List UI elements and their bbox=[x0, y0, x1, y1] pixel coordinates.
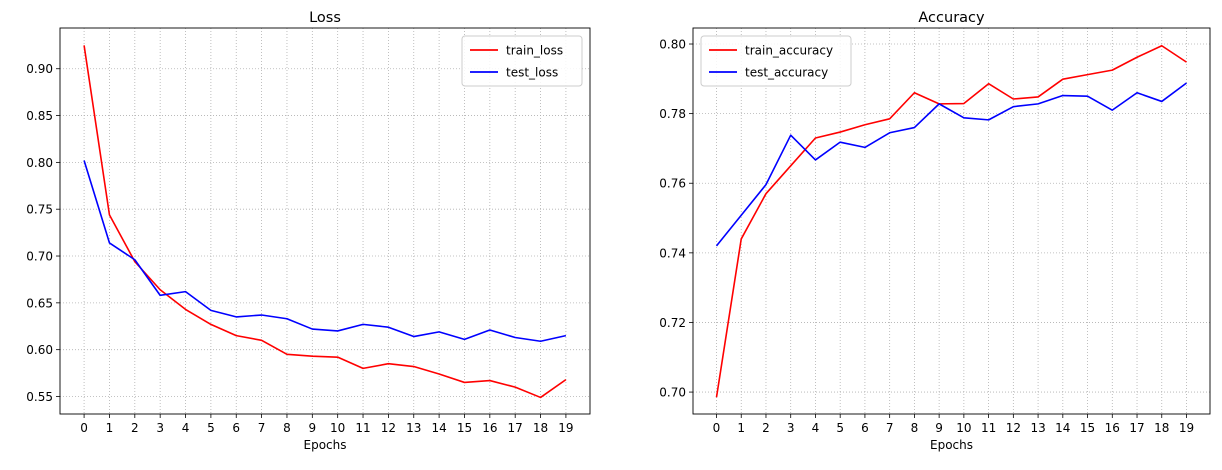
loss-x-tick-label: 16 bbox=[482, 421, 497, 435]
accuracy-x-axis-label: Epochs bbox=[930, 438, 973, 452]
accuracy-x-tick-label: 18 bbox=[1154, 421, 1169, 435]
loss-y-tick-label: 0.60 bbox=[26, 343, 53, 357]
accuracy-x-tick-label: 8 bbox=[911, 421, 919, 435]
accuracy-y-tick-label: 0.80 bbox=[659, 38, 686, 52]
accuracy-x-tick-label: 10 bbox=[956, 421, 971, 435]
loss-y-tick-label: 0.70 bbox=[26, 250, 53, 264]
loss-plot-frame bbox=[59, 27, 591, 415]
loss-legend-label-test-loss: test_loss bbox=[506, 66, 558, 80]
loss-x-tick-label: 8 bbox=[283, 421, 291, 435]
loss-x-tick-label: 12 bbox=[381, 421, 396, 435]
accuracy-x-tick-label: 3 bbox=[787, 421, 795, 435]
accuracy-y-tick-label: 0.70 bbox=[659, 386, 686, 400]
loss-x-tick-label: 15 bbox=[457, 421, 472, 435]
accuracy-legend-label-test-accuracy: test_accuracy bbox=[745, 66, 828, 80]
accuracy-y-tick-label: 0.76 bbox=[659, 177, 686, 191]
loss-x-tick-label: 1 bbox=[106, 421, 114, 435]
loss-x-tick-label: 14 bbox=[431, 421, 446, 435]
accuracy-x-tick-label: 9 bbox=[935, 421, 943, 435]
accuracy-x-tick-label: 14 bbox=[1055, 421, 1070, 435]
loss-y-tick-label: 0.85 bbox=[26, 109, 53, 123]
loss-y-tick-label: 0.80 bbox=[26, 156, 53, 170]
accuracy-x-tick-label: 16 bbox=[1105, 421, 1120, 435]
loss-x-tick-label: 2 bbox=[131, 421, 139, 435]
loss-x-tick-label: 5 bbox=[207, 421, 215, 435]
accuracy-y-tick-label: 0.72 bbox=[659, 316, 686, 330]
accuracy-x-tick-label: 13 bbox=[1030, 421, 1045, 435]
accuracy-x-tick-label: 19 bbox=[1179, 421, 1194, 435]
loss-series-test-loss-line bbox=[83, 160, 567, 343]
accuracy-y-tick-label: 0.78 bbox=[659, 107, 686, 121]
loss-x-tick-label: 11 bbox=[355, 421, 370, 435]
accuracy-x-tick-label: 12 bbox=[1006, 421, 1021, 435]
loss-x-tick-label: 6 bbox=[232, 421, 240, 435]
loss-legend: train_loss test_loss bbox=[461, 35, 583, 87]
loss-x-tick-label: 13 bbox=[406, 421, 421, 435]
accuracy-x-tick-label: 4 bbox=[812, 421, 820, 435]
loss-chart-title: Loss bbox=[309, 10, 341, 26]
accuracy-x-tick-label: 0 bbox=[713, 421, 721, 435]
accuracy-x-tick-label: 6 bbox=[861, 421, 869, 435]
accuracy-legend-label-train-accuracy: train_accuracy bbox=[745, 44, 833, 58]
accuracy-plot-frame bbox=[692, 27, 1211, 415]
accuracy-legend-box bbox=[700, 35, 852, 87]
accuracy-x-tick-label: 1 bbox=[737, 421, 745, 435]
loss-x-tick-label: 19 bbox=[558, 421, 573, 435]
loss-x-tick-label: 9 bbox=[309, 421, 317, 435]
loss-y-tick-label: 0.65 bbox=[26, 296, 53, 310]
accuracy-x-tick-label: 17 bbox=[1129, 421, 1144, 435]
accuracy-series-train-accuracy-line bbox=[715, 44, 1187, 398]
loss-series-train-loss-line bbox=[83, 45, 567, 399]
loss-y-tick-label: 0.75 bbox=[26, 203, 53, 217]
loss-x-tick-label: 10 bbox=[330, 421, 345, 435]
accuracy-x-tick-label: 2 bbox=[762, 421, 770, 435]
loss-legend-label-train-loss: train_loss bbox=[506, 44, 563, 58]
loss-x-tick-label: 17 bbox=[508, 421, 523, 435]
accuracy-x-tick-label: 15 bbox=[1080, 421, 1095, 435]
loss-x-tick-label: 0 bbox=[80, 421, 88, 435]
loss-y-tick-label: 0.55 bbox=[26, 390, 53, 404]
loss-y-tick-label: 0.90 bbox=[26, 62, 53, 76]
loss-legend-box bbox=[461, 35, 583, 87]
accuracy-y-tick-label: 0.74 bbox=[659, 246, 686, 260]
accuracy-chart-panel: 0 1 2 3 4 5 6 7 8 9 10 11 12 13 14 15 16 17 18 190.700.720.… bbox=[659, 10, 1211, 452]
accuracy-chart-title: Accuracy bbox=[918, 10, 985, 26]
loss-x-tick-label: 7 bbox=[258, 421, 266, 435]
accuracy-x-tick-label: 11 bbox=[981, 421, 996, 435]
accuracy-legend: train_accuracy test_accuracy bbox=[700, 35, 852, 87]
loss-x-axis-label: Epochs bbox=[304, 438, 347, 452]
loss-chart-panel: 0 1 2 3 4 5 6 7 8 9 10 11 12 13 14 15 16 17 18 190.550.600.… bbox=[26, 10, 591, 452]
accuracy-x-tick-label: 7 bbox=[886, 421, 894, 435]
accuracy-series-test-accuracy-line bbox=[715, 82, 1187, 247]
loss-x-tick-label: 18 bbox=[533, 421, 548, 435]
loss-x-tick-label: 4 bbox=[182, 421, 190, 435]
accuracy-x-tick-label: 5 bbox=[836, 421, 844, 435]
loss-x-tick-label: 3 bbox=[156, 421, 164, 435]
